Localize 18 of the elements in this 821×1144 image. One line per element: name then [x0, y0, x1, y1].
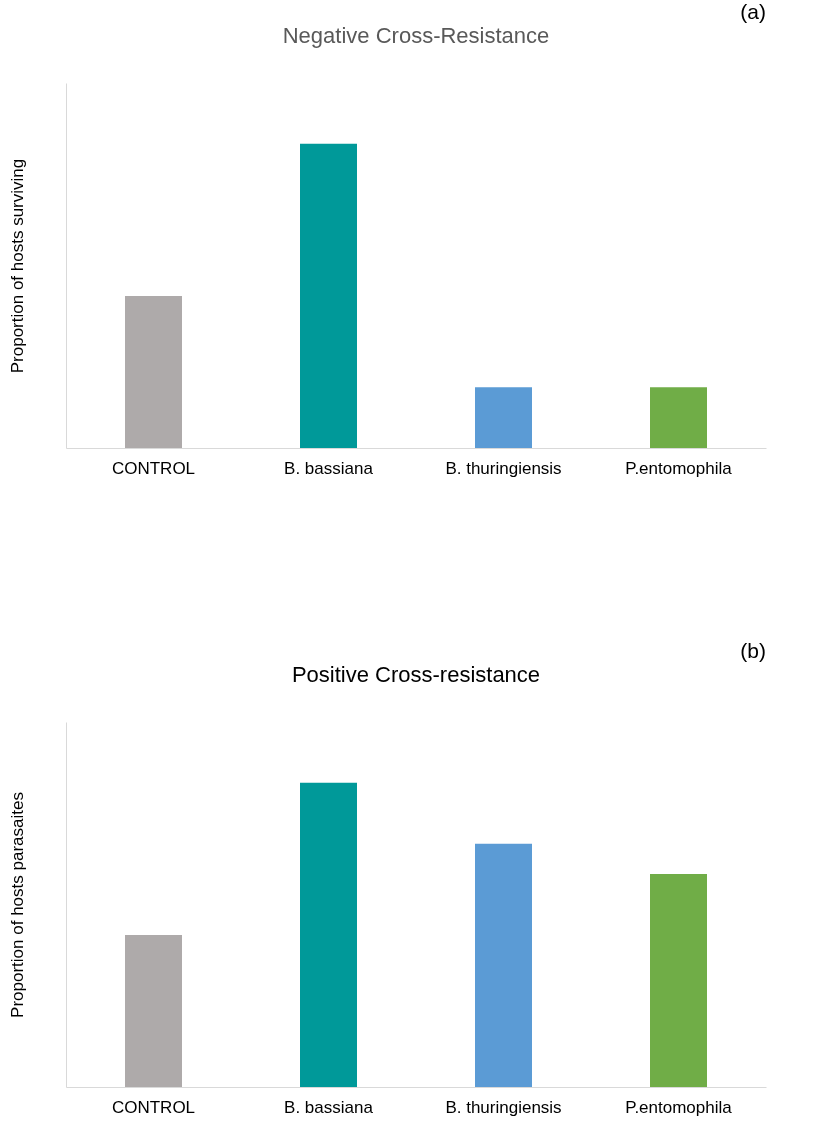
x-tick-label: B. bassiana	[284, 1097, 374, 1117]
x-tick-label: P.entomophila	[625, 1097, 733, 1117]
text: (b)	[740, 639, 766, 662]
x-tick-label: CONTROL	[111, 458, 196, 478]
bar	[475, 843, 532, 1087]
x-tick-label: B. thuringiensis	[445, 458, 562, 478]
x-tick-label: CONTROL	[111, 1097, 196, 1117]
bar	[125, 934, 182, 1087]
bar	[650, 874, 707, 1087]
text: (a)	[740, 0, 766, 23]
chart-title: Positive Cross-resistance	[291, 662, 541, 687]
chart-title: Negative Cross-Resistance	[282, 23, 550, 48]
y-axis-title: Proportion of hosts surviving	[7, 158, 27, 374]
y-axis-title: Proportion of hosts parasaites	[7, 792, 27, 1018]
x-tick-label: B. bassiana	[284, 458, 374, 478]
bar	[300, 782, 357, 1087]
x-tick-label: B. thuringiensis	[445, 1097, 562, 1117]
x-tick-label: P.entomophila	[625, 458, 733, 478]
